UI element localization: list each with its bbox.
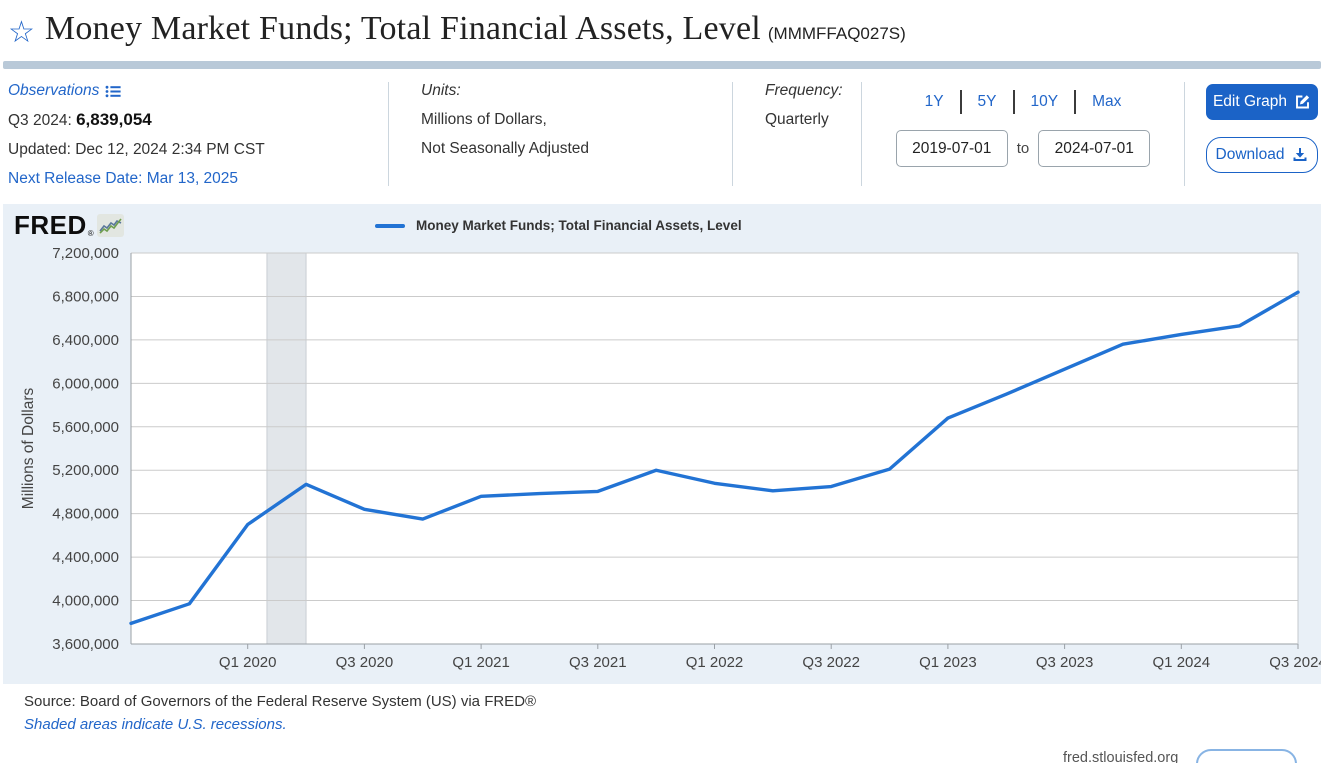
y-axis-title: Millions of Dollars	[20, 388, 37, 510]
fred-logo[interactable]: FRED ®	[14, 210, 124, 241]
frequency-value: Quarterly	[765, 111, 829, 128]
legend-line-marker	[375, 223, 405, 228]
recession-note-link[interactable]: Shaded areas indicate U.S. recessions.	[24, 716, 287, 733]
date-to-label: to	[1016, 140, 1030, 157]
x-tick-label: Q3 2024	[1269, 654, 1321, 671]
latest-observation: Q3 2024: 6,839,054	[8, 111, 388, 130]
chart-legend: Money Market Funds; Total Financial Asse…	[375, 218, 742, 233]
range-max-button[interactable]: Max	[1092, 93, 1122, 110]
x-tick-label: Q1 2023	[919, 654, 977, 671]
download-icon	[1293, 148, 1307, 161]
page-title: Money Market Funds; Total Financial Asse…	[44, 10, 761, 47]
observations-column: Observations Q3 2024: 6,839,054 Updated:…	[0, 82, 389, 187]
updated-line: Updated: Dec 12, 2024 2:34 PM CST	[8, 141, 265, 158]
latest-value: 6,839,054	[76, 110, 152, 129]
x-tick-label: Q1 2021	[452, 654, 510, 671]
y-tick-label: 5,600,000	[52, 419, 119, 436]
legend-label: Money Market Funds; Total Financial Asse…	[416, 218, 742, 233]
date-end-input[interactable]	[1038, 130, 1151, 167]
latest-period: Q3 2024:	[8, 112, 72, 129]
units-column: Units: Millions of Dollars, Not Seasonal…	[389, 82, 733, 186]
chart-panel: FRED ® Money Market Funds; Total Financi…	[3, 204, 1321, 684]
units-value-2: Not Seasonally Adjusted	[421, 140, 590, 157]
observations-link[interactable]: Observations	[8, 82, 121, 100]
units-label: Units:	[421, 82, 461, 99]
date-start-input[interactable]	[895, 130, 1008, 167]
range-separator	[959, 90, 962, 114]
series-line[interactable]	[129, 290, 1300, 626]
download-label: Download	[1215, 146, 1285, 163]
plot-area	[131, 253, 1298, 644]
frequency-label: Frequency:	[765, 82, 843, 99]
edit-pencil-icon	[1296, 95, 1310, 109]
source-attribution: Source: Board of Governors of the Federa…	[24, 693, 537, 710]
next-release-link[interactable]: Next Release Date: Mar 13, 2025	[8, 170, 239, 187]
download-button[interactable]: Download	[1206, 137, 1318, 173]
y-tick-label: 6,800,000	[52, 288, 119, 305]
edit-graph-button[interactable]: Edit Graph	[1206, 84, 1318, 120]
chart-footer: Source: Board of Governors of the Federa…	[0, 684, 1324, 733]
favorite-star-icon[interactable]: ☆	[8, 16, 35, 49]
range-column: 1Y 5Y 10Y Max to	[862, 82, 1185, 186]
partial-bottom-button[interactable]	[1196, 749, 1297, 763]
range-separator	[1074, 90, 1077, 114]
recession-shading	[266, 252, 307, 645]
fred-logo-text: FRED	[14, 210, 87, 240]
fred-logo-registered-mark: ®	[87, 229, 94, 238]
range-10y-button[interactable]: 10Y	[1030, 93, 1059, 110]
y-tick-label: 3,600,000	[52, 636, 119, 653]
actions-column: Edit Graph Download	[1185, 82, 1324, 186]
x-tick-label: Q3 2023	[1036, 654, 1094, 671]
header-divider	[3, 61, 1321, 69]
x-tick-label: Q1 2022	[686, 654, 744, 671]
frequency-column: Frequency: Quarterly	[733, 82, 862, 186]
units-value-1: Millions of Dollars,	[421, 111, 547, 128]
y-tick-label: 7,200,000	[52, 245, 119, 262]
observations-list-icon	[105, 85, 121, 97]
y-tick-label: 5,200,000	[52, 462, 119, 479]
range-1y-button[interactable]: 1Y	[924, 93, 944, 110]
x-tick-label: Q1 2020	[219, 654, 277, 671]
time-series-chart[interactable]: 3,600,000 4,000,000 4,400,000 4,800,000 5,20…	[3, 204, 1321, 684]
x-tick-label: Q3 2020	[336, 654, 394, 671]
date-range-row: to	[876, 130, 1170, 167]
series-id: (MMMFFAQ027S)	[767, 24, 906, 43]
meta-row: Observations Q3 2024: 6,839,054 Updated:…	[0, 69, 1324, 187]
y-tick-label: 4,400,000	[52, 549, 119, 566]
edit-graph-label: Edit Graph	[1212, 93, 1288, 110]
observations-label: Observations	[8, 82, 100, 99]
fred-logo-graph-icon	[96, 214, 124, 237]
y-tick-label: 6,400,000	[52, 332, 119, 349]
site-url-text: fred.stlouisfed.org	[1063, 750, 1179, 763]
x-tick-label: Q3 2021	[569, 654, 627, 671]
y-tick-label: 4,000,000	[52, 593, 119, 610]
range-5y-button[interactable]: 5Y	[977, 93, 997, 110]
range-selector: 1Y 5Y 10Y Max	[876, 90, 1170, 114]
y-tick-label: 6,000,000	[52, 375, 119, 392]
x-tick-label: Q1 2024	[1153, 654, 1211, 671]
range-separator	[1012, 90, 1015, 114]
page-header: ☆ Money Market Funds; Total Financial As…	[0, 0, 1324, 48]
title-wrap: Money Market Funds; Total Financial Asse…	[45, 10, 906, 48]
y-tick-label: 4,800,000	[52, 506, 119, 523]
x-tick-label: Q3 2022	[802, 654, 860, 671]
